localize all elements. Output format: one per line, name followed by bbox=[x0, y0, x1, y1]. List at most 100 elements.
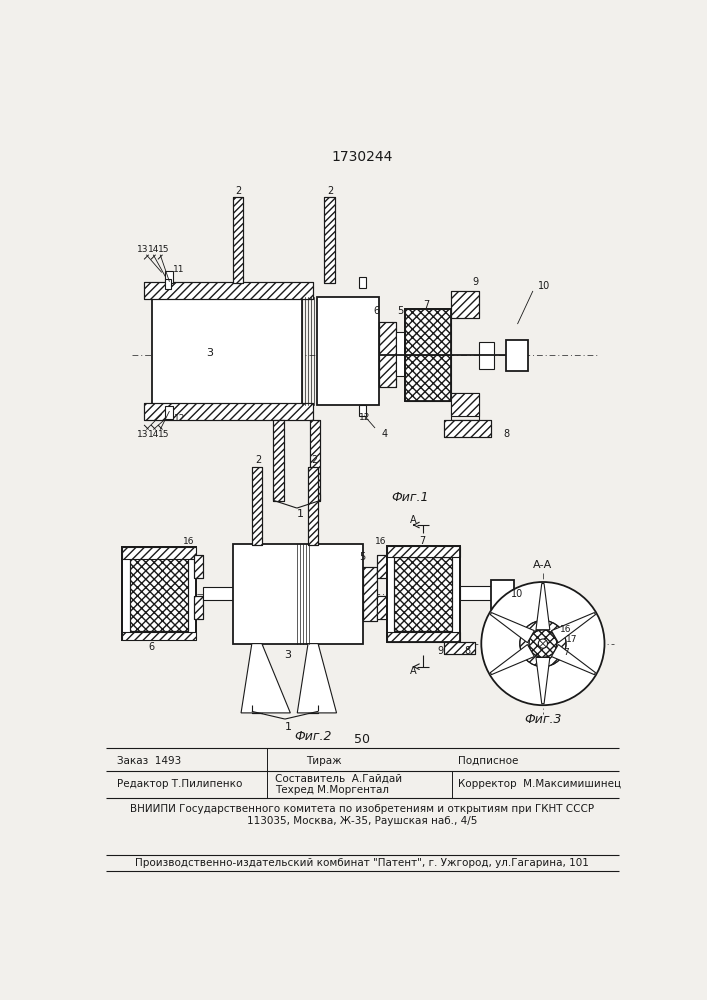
Text: 4: 4 bbox=[381, 429, 387, 439]
Polygon shape bbox=[536, 584, 550, 630]
Bar bbox=[308, 644, 318, 713]
Bar bbox=[130, 557, 188, 631]
Polygon shape bbox=[551, 613, 595, 643]
Circle shape bbox=[538, 639, 547, 648]
Text: 2: 2 bbox=[327, 186, 334, 196]
Bar bbox=[274, 420, 284, 501]
Polygon shape bbox=[491, 613, 534, 643]
Circle shape bbox=[481, 582, 604, 705]
Bar bbox=[165, 271, 173, 283]
Text: 12: 12 bbox=[174, 414, 185, 423]
Bar bbox=[444, 420, 491, 437]
Polygon shape bbox=[551, 645, 595, 675]
Bar bbox=[194, 555, 204, 578]
Text: Производственно-издательский комбинат "Патент", г. Ужгород, ул.Гагарина, 101: Производственно-издательский комбинат "П… bbox=[135, 858, 589, 868]
Bar bbox=[363, 567, 378, 620]
Bar bbox=[451, 291, 479, 318]
Text: 7: 7 bbox=[423, 300, 430, 310]
Text: 5: 5 bbox=[397, 306, 404, 316]
Bar bbox=[387, 632, 460, 642]
Bar bbox=[395, 557, 452, 631]
Circle shape bbox=[520, 620, 566, 667]
Bar bbox=[130, 557, 188, 631]
Text: Корректор  М.Максимишинец: Корректор М.Максимишинец bbox=[458, 779, 621, 789]
Bar bbox=[252, 466, 262, 545]
Bar bbox=[378, 596, 387, 619]
Bar bbox=[308, 644, 318, 713]
Bar bbox=[444, 420, 491, 437]
Text: Редактор Т.Пилипенко: Редактор Т.Пилипенко bbox=[117, 779, 243, 789]
Bar bbox=[451, 291, 479, 318]
Bar bbox=[194, 555, 204, 578]
Text: 9: 9 bbox=[472, 277, 478, 287]
Text: Составитель  А.Гайдай: Составитель А.Гайдай bbox=[275, 773, 402, 783]
Bar bbox=[359, 277, 366, 288]
Bar bbox=[144, 403, 313, 420]
Bar bbox=[396, 332, 405, 376]
Bar bbox=[387, 546, 460, 557]
Text: 1730244: 1730244 bbox=[332, 150, 392, 164]
Text: 14: 14 bbox=[148, 245, 159, 254]
Polygon shape bbox=[297, 644, 337, 713]
Text: 12: 12 bbox=[359, 413, 370, 422]
Polygon shape bbox=[536, 657, 550, 704]
Bar bbox=[122, 632, 196, 640]
Text: Техред М.Моргентал: Техред М.Моргентал bbox=[275, 785, 389, 795]
Text: 1: 1 bbox=[286, 722, 292, 732]
Text: Фиг.3: Фиг.3 bbox=[524, 713, 561, 726]
Text: 15: 15 bbox=[158, 430, 170, 439]
Bar bbox=[310, 420, 320, 501]
Bar bbox=[405, 355, 451, 401]
Text: Заказ  1493: Заказ 1493 bbox=[117, 756, 181, 766]
Text: 11: 11 bbox=[173, 265, 185, 274]
Bar bbox=[194, 596, 204, 619]
Text: 3: 3 bbox=[284, 650, 291, 660]
Bar bbox=[274, 420, 284, 501]
Text: 9: 9 bbox=[438, 646, 443, 656]
Text: 6: 6 bbox=[373, 306, 380, 316]
Bar bbox=[144, 282, 313, 299]
Text: 7: 7 bbox=[420, 536, 426, 546]
Bar bbox=[506, 340, 527, 371]
Bar bbox=[233, 197, 243, 283]
Text: A: A bbox=[410, 515, 417, 525]
Bar bbox=[310, 420, 320, 501]
Text: 8: 8 bbox=[503, 429, 509, 439]
Text: Фиг.1: Фиг.1 bbox=[391, 491, 428, 504]
Bar bbox=[378, 596, 387, 619]
Circle shape bbox=[529, 630, 557, 657]
Text: 2: 2 bbox=[255, 455, 261, 465]
Text: 17: 17 bbox=[566, 635, 578, 644]
Bar bbox=[144, 282, 313, 299]
Text: 113035, Москва, Ж-35, Раушская наб., 4/5: 113035, Москва, Ж-35, Раушская наб., 4/5 bbox=[247, 816, 477, 826]
Bar bbox=[152, 297, 302, 405]
Text: 13: 13 bbox=[136, 430, 148, 439]
Bar bbox=[233, 197, 243, 283]
Text: Тираж: Тираж bbox=[305, 756, 341, 766]
Bar bbox=[444, 642, 475, 654]
Text: 16: 16 bbox=[560, 625, 572, 634]
Bar bbox=[252, 644, 262, 713]
Text: 10: 10 bbox=[511, 589, 524, 599]
Text: А-А: А-А bbox=[533, 560, 553, 570]
Bar bbox=[165, 279, 171, 289]
Bar bbox=[359, 405, 366, 416]
Text: 2: 2 bbox=[311, 455, 317, 465]
Bar bbox=[308, 466, 318, 545]
Bar bbox=[479, 342, 494, 369]
Text: 16: 16 bbox=[183, 537, 194, 546]
Bar bbox=[194, 596, 204, 619]
Bar bbox=[451, 393, 479, 420]
Bar bbox=[325, 197, 335, 283]
Bar bbox=[405, 309, 451, 355]
Text: 16: 16 bbox=[375, 537, 387, 546]
Bar bbox=[317, 297, 379, 405]
Bar bbox=[233, 544, 363, 644]
Bar bbox=[325, 197, 335, 283]
Text: 2: 2 bbox=[235, 186, 242, 196]
Text: 6: 6 bbox=[148, 642, 155, 652]
Text: 5: 5 bbox=[359, 552, 365, 562]
Bar bbox=[204, 587, 233, 600]
Text: 7: 7 bbox=[563, 648, 569, 657]
Bar bbox=[122, 547, 196, 640]
